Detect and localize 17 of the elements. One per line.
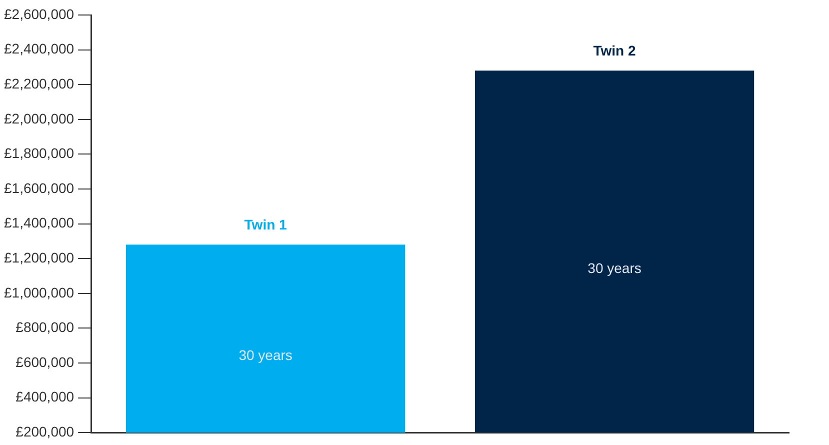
y-tick-label: £400,000	[16, 388, 74, 405]
y-tick-label: £200,000	[16, 423, 74, 440]
y-tick-label: £2,400,000	[4, 40, 74, 57]
x-tick-label: Twin 2	[593, 42, 636, 59]
y-tick-label: £2,600,000	[4, 6, 74, 22]
y-tick-label: £1,200,000	[4, 249, 74, 266]
annotation: 30 years	[588, 260, 642, 276]
x-tick-label: Twin 1	[244, 216, 288, 233]
y-tick-label: £2,200,000	[4, 75, 74, 92]
y-tick-label: £1,400,000	[4, 214, 74, 231]
y-tick-label: £1,600,000	[4, 180, 74, 196]
y-tick-label: £800,000	[16, 319, 74, 336]
y-tick-label: £2,000,000	[4, 110, 74, 126]
annotation: 30 years	[238, 346, 292, 363]
y-tick-label: £1,000,000	[4, 284, 74, 300]
y-tick-label: £1,800,000	[4, 145, 74, 162]
y-tick-label: £600,000	[16, 354, 74, 370]
